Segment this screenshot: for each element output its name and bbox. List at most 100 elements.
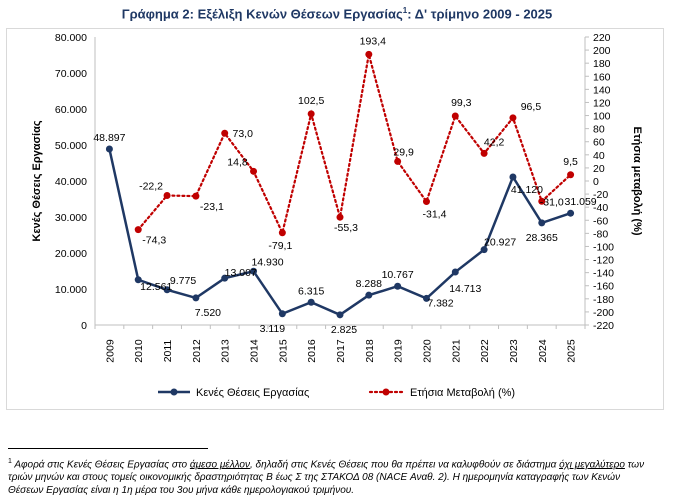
vacancies-data-label-2011: 9.775	[170, 275, 196, 287]
vacancies-data-label-2009: 48.897	[93, 132, 125, 144]
y-right-tick-label: 180	[593, 58, 611, 70]
vacancies-point-2015	[278, 310, 286, 318]
vacancies-point-2019	[394, 282, 402, 290]
vacancies-point-2014	[250, 267, 258, 275]
change-data-label-2024: -31,0	[540, 196, 564, 208]
x-tick-label: 2015	[277, 339, 289, 363]
vacancies-point-2022	[480, 246, 488, 254]
series-line-annual-change	[137, 54, 572, 237]
vacancies-data-label-2020: 7.382	[427, 297, 453, 309]
x-tick-label: 2010	[133, 339, 145, 363]
y-right-tick-label: 80	[593, 124, 605, 136]
y-right-tick-label: -60	[593, 215, 608, 227]
change-point-2023	[509, 114, 517, 122]
change-point-2021	[451, 112, 459, 120]
change-data-label-2016: 102,5	[298, 95, 324, 107]
x-tick-label: 2018	[364, 339, 376, 363]
vacancies-data-label-2022: 20.927	[484, 237, 516, 249]
y-left-tick-label: 60.000	[55, 104, 87, 116]
change-data-label-2025: 9,5	[563, 156, 578, 168]
vacancies-data-label-2023: 41.120	[511, 184, 543, 196]
change-data-label-2021: 99,3	[451, 97, 472, 109]
chart: 0 10.000 20.000 30.000 40.000 50.000 60.000 70.…	[31, 32, 643, 399]
x-tick-label: 2019	[393, 339, 405, 363]
vacancies-point-2011	[163, 286, 171, 294]
legend-marker-annual-change	[382, 388, 390, 396]
y-right-tick-label: -120	[593, 255, 614, 267]
x-tick-label: 2022	[479, 339, 491, 363]
y-right-tick-label: -40	[593, 202, 608, 214]
vacancies-point-2016	[307, 298, 315, 306]
change-point-2012	[192, 192, 200, 200]
change-point-2017	[336, 213, 344, 221]
y-axis-right-title: Ετήσια μεταβολή (%)	[631, 126, 643, 235]
vacancies-data-label-2025: 31.059	[565, 196, 597, 208]
y-right-tick-label: -200	[593, 307, 614, 319]
change-point-2022	[480, 149, 488, 157]
y-right-tick-label: 100	[593, 111, 611, 123]
x-tick-label: 2025	[566, 339, 578, 363]
vacancies-data-label-2015: 3.119	[260, 323, 286, 335]
vacancies-data-label-2024: 28.365	[526, 232, 558, 244]
change-point-2016	[307, 110, 315, 118]
footnote-text-2: , δηλαδή στις Κενές Θέσεις που θα πρέπει…	[249, 459, 560, 471]
change-data-label-2020: -31,4	[423, 209, 447, 221]
chart-title: Γράφημα 2: Εξέλιξη Κενών Θέσεων Εργασίας…	[121, 6, 553, 22]
x-tick-label: 2021	[450, 339, 462, 363]
y-right-tick-label: -80	[593, 228, 608, 240]
change-data-label-2019: 29,9	[393, 146, 414, 158]
change-point-2014	[250, 167, 258, 175]
x-tick-label: 2023	[508, 339, 520, 363]
legend-label-annual-change: Ετήσια Μεταβολή (%)	[410, 387, 515, 399]
y-left-tick-label: 70.000	[55, 68, 87, 80]
x-tick-label: 2013	[220, 339, 232, 363]
vacancies-point-2009	[105, 145, 113, 153]
change-point-2019	[394, 157, 402, 165]
footnote-text-3: όχι μεγαλύτερο	[559, 459, 625, 471]
change-data-label-2018: 193,4	[360, 35, 386, 47]
change-point-2015	[278, 229, 286, 237]
y-right-tick-label: 0	[593, 176, 599, 188]
vacancies-data-label-2014: 14.930	[251, 256, 283, 268]
change-point-2018	[365, 50, 373, 58]
y-right-tick-label: 20	[593, 163, 605, 175]
vacancies-point-2018	[365, 291, 373, 299]
x-tick-label: 2024	[537, 339, 549, 363]
vacancies-point-2012	[192, 294, 200, 302]
x-tick-label: 2017	[335, 339, 347, 363]
vacancies-data-label-2012: 7.520	[195, 307, 221, 319]
vacancies-point-2017	[336, 311, 344, 319]
change-data-label-2022: 42,2	[484, 136, 505, 148]
vacancies-point-2020	[422, 294, 430, 302]
y-left-tick-label: 0	[81, 320, 87, 332]
y-left-tick-label: 40.000	[55, 176, 87, 188]
vacancies-data-label-2016: 6.315	[298, 285, 324, 297]
x-tick-label: 2011	[162, 340, 174, 363]
vacancies-point-2024	[538, 219, 546, 227]
change-data-label-2012: -23,1	[200, 201, 224, 213]
vacancies-data-label-2017: 2.825	[331, 324, 357, 336]
x-tick-label: 2016	[306, 339, 318, 363]
change-data-label-2010: -74,3	[142, 235, 166, 247]
x-tick-label: 2009	[104, 339, 116, 363]
y-right-tick-label: 140	[593, 84, 611, 96]
change-data-label-2014: 14,8	[227, 156, 248, 168]
y-left-tick-label: 30.000	[55, 212, 87, 224]
vacancies-data-label-2018: 8.288	[356, 278, 382, 290]
y-axis-left-title: Κενές Θέσεις Εργασίας	[31, 120, 43, 241]
y-right-tick-label: -140	[593, 268, 614, 280]
vacancies-data-label-2010: 12.561	[140, 281, 172, 293]
footnote-marker: 1	[8, 458, 12, 465]
change-data-label-2011: -22,2	[139, 181, 163, 193]
y-right-tick-label: 120	[593, 97, 611, 109]
y-right-tick-label: 220	[593, 32, 611, 44]
x-tick-label: 2012	[191, 339, 203, 363]
y-left-tick-label: 20.000	[55, 248, 87, 260]
vacancies-data-label-2013: 13.007	[225, 267, 257, 279]
x-tick-label: 2020	[421, 339, 433, 363]
y-right-tick-label: -180	[593, 294, 614, 306]
vacancies-point-2021	[451, 268, 459, 276]
change-point-2010	[134, 226, 142, 234]
change-point-2024	[538, 197, 546, 205]
legend-label-vacancies: Κενές Θέσεις Εργασίας	[196, 387, 309, 399]
